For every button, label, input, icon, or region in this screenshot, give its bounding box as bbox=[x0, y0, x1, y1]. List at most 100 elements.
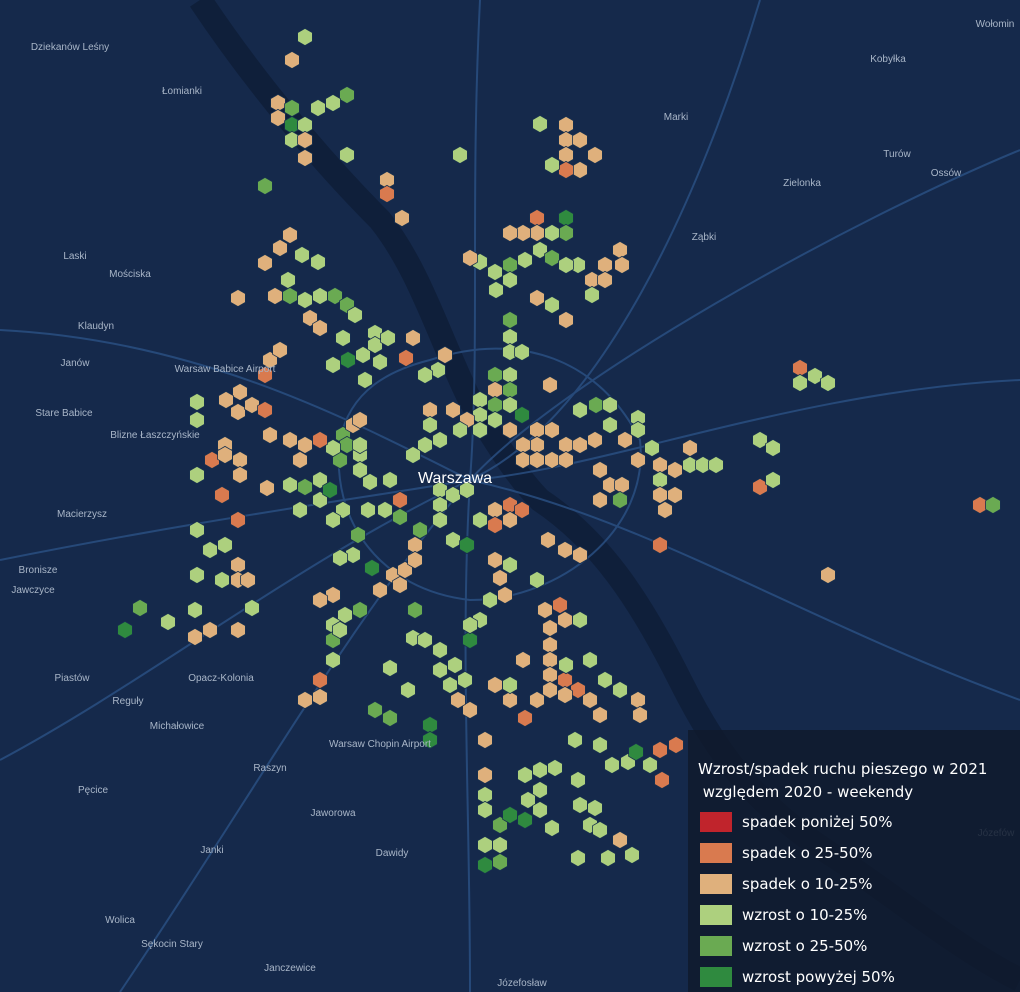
legend-title: względem 2020 - weekendy bbox=[698, 783, 913, 801]
hexbin bbox=[422, 730, 438, 750]
hexbin bbox=[310, 98, 326, 118]
hexbin bbox=[462, 615, 478, 635]
hexbin bbox=[630, 690, 646, 710]
hexbin bbox=[542, 680, 558, 700]
hexbin bbox=[820, 565, 836, 585]
hexbin bbox=[657, 500, 673, 520]
hexbin bbox=[502, 690, 518, 710]
hexbin bbox=[457, 670, 473, 690]
place-label: Pęcice bbox=[78, 785, 108, 796]
hexbin bbox=[230, 510, 246, 530]
hexbin bbox=[582, 690, 598, 710]
legend: Wzrost/spadek ruchu pieszego w 2021 wzgl… bbox=[688, 730, 1020, 992]
place-label: Laski bbox=[63, 251, 86, 262]
hexbin bbox=[544, 248, 560, 268]
hexbin bbox=[412, 520, 428, 540]
hexbin bbox=[492, 568, 508, 588]
place-label: Warsaw Chopin Airport bbox=[329, 739, 431, 750]
place-label: Janczewice bbox=[264, 963, 316, 974]
hexbin bbox=[297, 690, 313, 710]
hexbin bbox=[284, 98, 300, 118]
hexbin bbox=[487, 550, 503, 570]
hexbin bbox=[297, 435, 313, 455]
hexbin bbox=[682, 438, 698, 458]
hexbin bbox=[502, 805, 518, 825]
hexbin bbox=[187, 600, 203, 620]
hexbin bbox=[352, 435, 368, 455]
hexbin bbox=[339, 145, 355, 165]
hexbin bbox=[532, 780, 548, 800]
hexbin bbox=[567, 730, 583, 750]
hexbin bbox=[332, 620, 348, 640]
hexbin-layer bbox=[117, 27, 1001, 875]
legend-swatch bbox=[700, 967, 732, 987]
hexbin bbox=[437, 345, 453, 365]
place-label: Bronisze bbox=[19, 565, 58, 576]
hexbin bbox=[584, 285, 600, 305]
hexbin bbox=[532, 114, 548, 134]
hexbin bbox=[352, 600, 368, 620]
hexbin bbox=[347, 305, 363, 325]
place-label: Stare Babice bbox=[35, 408, 93, 419]
place-label: Macierzysz bbox=[57, 509, 107, 520]
hexbin bbox=[407, 600, 423, 620]
hexbin bbox=[592, 820, 608, 840]
hexbin bbox=[597, 270, 613, 290]
legend-background bbox=[688, 730, 1020, 992]
place-label: Janki bbox=[200, 845, 223, 856]
hexbin bbox=[350, 525, 366, 545]
hexbin bbox=[765, 438, 781, 458]
hexbin bbox=[352, 410, 368, 430]
hexbin bbox=[514, 342, 530, 362]
hexbin bbox=[588, 395, 604, 415]
hexbin bbox=[459, 480, 475, 500]
place-label: Klaudyn bbox=[78, 321, 114, 332]
hexbin bbox=[792, 373, 808, 393]
place-label: Michałowice bbox=[150, 721, 205, 732]
hexbin bbox=[502, 395, 518, 415]
hexbin bbox=[612, 240, 628, 260]
hexbin bbox=[617, 430, 633, 450]
hexbin bbox=[447, 655, 463, 675]
hexbin bbox=[364, 558, 380, 578]
hexbin bbox=[240, 570, 256, 590]
hexbin bbox=[612, 680, 628, 700]
hexbin bbox=[345, 545, 361, 565]
hexbin bbox=[529, 450, 545, 470]
hexbin bbox=[232, 465, 248, 485]
hexbin bbox=[542, 375, 558, 395]
hexbin bbox=[624, 845, 640, 865]
hexbin bbox=[492, 835, 508, 855]
place-label: Blizne Łaszczyńskie bbox=[110, 430, 200, 441]
hexbin bbox=[302, 308, 318, 328]
hexbin bbox=[117, 620, 133, 640]
hexbin bbox=[532, 240, 548, 260]
hexbin bbox=[400, 680, 416, 700]
hexbin bbox=[272, 340, 288, 360]
hexbin bbox=[259, 478, 275, 498]
hexbin bbox=[477, 855, 493, 875]
hexbin bbox=[529, 570, 545, 590]
place-labels: Dziekanów Leśny Łomianki Marki Kobyłka Ząbki… bbox=[11, 19, 1015, 989]
hexbin bbox=[544, 818, 560, 838]
hexbin bbox=[597, 670, 613, 690]
hexbin bbox=[462, 630, 478, 650]
hexbin bbox=[600, 848, 616, 868]
hexbin bbox=[189, 465, 205, 485]
hexbin bbox=[272, 238, 288, 258]
place-label: Wołomin bbox=[976, 19, 1015, 30]
hexbin bbox=[312, 430, 328, 450]
place-label: Opacz-Kolonia bbox=[188, 673, 254, 684]
hexbin bbox=[202, 620, 218, 640]
hexbin bbox=[372, 580, 388, 600]
hexbin bbox=[642, 755, 658, 775]
hexbin bbox=[644, 438, 660, 458]
hexbin bbox=[667, 485, 683, 505]
hexbin bbox=[132, 598, 148, 618]
place-label: Janów bbox=[61, 358, 91, 369]
hexbin bbox=[708, 455, 724, 475]
hexbin bbox=[477, 730, 493, 750]
hexbin bbox=[422, 415, 438, 435]
hexbin bbox=[514, 405, 530, 425]
hexbin bbox=[614, 255, 630, 275]
